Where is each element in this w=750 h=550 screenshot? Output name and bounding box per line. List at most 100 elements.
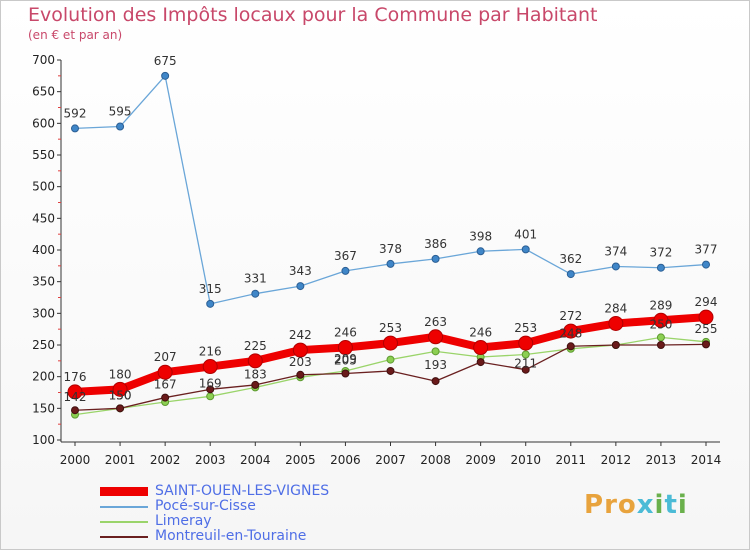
x-tick-label: 2000 bbox=[60, 453, 91, 467]
legend-label: SAINT-OUEN-LES-VIGNES bbox=[155, 483, 330, 499]
x-tick-label: 2012 bbox=[601, 453, 632, 467]
data-point-poce-sur-cisse bbox=[476, 247, 485, 256]
data-label-saint-ouen-les-vignes: 246 bbox=[469, 326, 492, 340]
data-label-limeray: 169 bbox=[199, 376, 222, 390]
data-label-montreuil-en-touraine: 248 bbox=[559, 326, 582, 340]
legend-item-saint-ouen-les-vignes: SAINT-OUEN-LES-VIGNES bbox=[100, 484, 329, 499]
data-point-saint-ouen-les-vignes bbox=[698, 309, 714, 325]
logo-letter: o bbox=[617, 490, 637, 520]
data-point-saint-ouen-les-vignes bbox=[563, 323, 579, 339]
series-line-poce-sur-cisse bbox=[74, 75, 707, 305]
data-label-saint-ouen-les-vignes: 253 bbox=[514, 321, 537, 335]
data-point-saint-ouen-les-vignes bbox=[67, 384, 83, 400]
legend-item-poce-sur-cisse: Pocé-sur-Cisse bbox=[100, 499, 329, 514]
data-point-montreuil-en-touraine bbox=[611, 341, 620, 349]
data-point-montreuil-en-touraine bbox=[296, 370, 305, 379]
data-label-saint-ouen-les-vignes: 225 bbox=[244, 339, 267, 353]
data-point-montreuil-en-touraine bbox=[521, 365, 530, 374]
x-tick-label: 2008 bbox=[420, 453, 451, 467]
y-tick-label: 100 bbox=[32, 433, 55, 447]
legend-swatch-poce-sur-cisse bbox=[100, 505, 148, 508]
y-tick-label: 500 bbox=[32, 180, 55, 194]
data-point-limeray bbox=[431, 347, 440, 356]
data-label-saint-ouen-les-vignes: 207 bbox=[154, 350, 177, 364]
legend-item-limeray: Limeray bbox=[100, 514, 329, 529]
data-point-montreuil-en-touraine bbox=[71, 406, 79, 415]
legend: SAINT-OUEN-LES-VIGNES Pocé-sur-Cisse Limer… bbox=[100, 484, 329, 544]
data-label-poce-sur-cisse: 315 bbox=[199, 282, 222, 296]
data-label-montreuil-en-touraine: 142 bbox=[64, 390, 87, 404]
data-label-limeray: 255 bbox=[695, 322, 718, 336]
data-label-limeray: 183 bbox=[244, 367, 267, 381]
data-point-poce-sur-cisse bbox=[251, 289, 260, 298]
x-tick-label: 2014 bbox=[691, 453, 722, 467]
data-point-saint-ouen-les-vignes bbox=[337, 340, 353, 356]
data-label-poce-sur-cisse: 675 bbox=[154, 54, 177, 68]
data-label-montreuil-en-touraine: 205 bbox=[334, 354, 357, 368]
logo-letter: t bbox=[664, 490, 678, 520]
data-point-poce-sur-cisse bbox=[116, 122, 125, 131]
data-point-montreuil-en-touraine bbox=[161, 393, 170, 402]
data-point-montreuil-en-touraine bbox=[702, 340, 710, 349]
data-label-saint-ouen-les-vignes: 246 bbox=[334, 326, 357, 340]
data-point-poce-sur-cisse bbox=[206, 299, 215, 308]
data-label-saint-ouen-les-vignes: 216 bbox=[199, 345, 222, 359]
data-point-saint-ouen-les-vignes bbox=[383, 335, 398, 351]
data-point-poce-sur-cisse bbox=[566, 270, 575, 279]
x-tick-label: 2009 bbox=[465, 453, 496, 467]
data-point-saint-ouen-les-vignes bbox=[202, 359, 218, 375]
legend-label: Pocé-sur-Cisse bbox=[155, 498, 256, 514]
data-label-poce-sur-cisse: 595 bbox=[109, 105, 132, 119]
x-tick-label: 2002 bbox=[150, 453, 181, 467]
x-tick-label: 2005 bbox=[285, 453, 316, 467]
x-tick-label: 2013 bbox=[646, 453, 677, 467]
data-point-poce-sur-cisse bbox=[71, 124, 79, 133]
data-label-saint-ouen-les-vignes: 284 bbox=[604, 301, 627, 315]
data-label-limeray: 209 bbox=[334, 352, 357, 366]
legend-swatch-limeray bbox=[100, 520, 148, 523]
data-label-saint-ouen-les-vignes: 289 bbox=[649, 298, 672, 312]
data-label-limeray: 150 bbox=[109, 388, 132, 402]
data-point-saint-ouen-les-vignes bbox=[112, 381, 128, 397]
data-label-saint-ouen-les-vignes: 272 bbox=[559, 309, 582, 323]
legend-swatch-saint-ouen-les-vignes bbox=[100, 487, 148, 496]
data-label-limeray: 250 bbox=[649, 317, 672, 331]
data-label-saint-ouen-les-vignes: 176 bbox=[64, 370, 87, 384]
y-tick-label: 250 bbox=[32, 338, 55, 352]
y-tick-label: 300 bbox=[32, 306, 55, 320]
logo-letter: i bbox=[654, 490, 665, 520]
data-label-poce-sur-cisse: 362 bbox=[559, 252, 582, 266]
y-tick-label: 550 bbox=[32, 148, 55, 162]
data-label-poce-sur-cisse: 374 bbox=[604, 244, 627, 258]
data-point-montreuil-en-touraine bbox=[476, 358, 485, 367]
y-tick-label: 450 bbox=[32, 211, 55, 225]
data-label-saint-ouen-les-vignes: 253 bbox=[379, 321, 402, 335]
x-tick-label: 2006 bbox=[330, 453, 361, 467]
y-tick-label: 150 bbox=[32, 401, 55, 415]
data-point-saint-ouen-les-vignes bbox=[653, 312, 669, 328]
data-label-poce-sur-cisse: 378 bbox=[379, 242, 402, 256]
data-label-poce-sur-cisse: 343 bbox=[289, 264, 312, 278]
x-tick-label: 2004 bbox=[240, 453, 271, 467]
data-point-limeray bbox=[521, 350, 530, 359]
data-label-montreuil-en-touraine: 167 bbox=[154, 378, 177, 392]
data-label-poce-sur-cisse: 401 bbox=[514, 227, 537, 241]
data-point-saint-ouen-les-vignes bbox=[428, 329, 444, 345]
proxiti-logo: Proxiti bbox=[584, 490, 688, 520]
data-point-saint-ouen-les-vignes bbox=[608, 315, 624, 331]
data-label-poce-sur-cisse: 367 bbox=[334, 249, 357, 263]
data-label-poce-sur-cisse: 331 bbox=[244, 272, 267, 286]
y-tick-label: 700 bbox=[32, 53, 55, 67]
data-point-saint-ouen-les-vignes bbox=[292, 342, 308, 358]
data-point-limeray bbox=[206, 392, 215, 401]
data-point-montreuil-en-touraine bbox=[206, 385, 215, 394]
y-tick-label: 350 bbox=[32, 275, 55, 289]
data-label-saint-ouen-les-vignes: 180 bbox=[109, 367, 132, 381]
data-point-montreuil-en-touraine bbox=[341, 369, 350, 378]
y-tick-label: 650 bbox=[32, 85, 55, 99]
data-point-poce-sur-cisse bbox=[521, 245, 530, 254]
data-point-poce-sur-cisse bbox=[341, 266, 350, 275]
data-point-montreuil-en-touraine bbox=[431, 377, 440, 386]
legend-item-montreuil-en-touraine: Montreuil-en-Touraine bbox=[100, 529, 329, 544]
